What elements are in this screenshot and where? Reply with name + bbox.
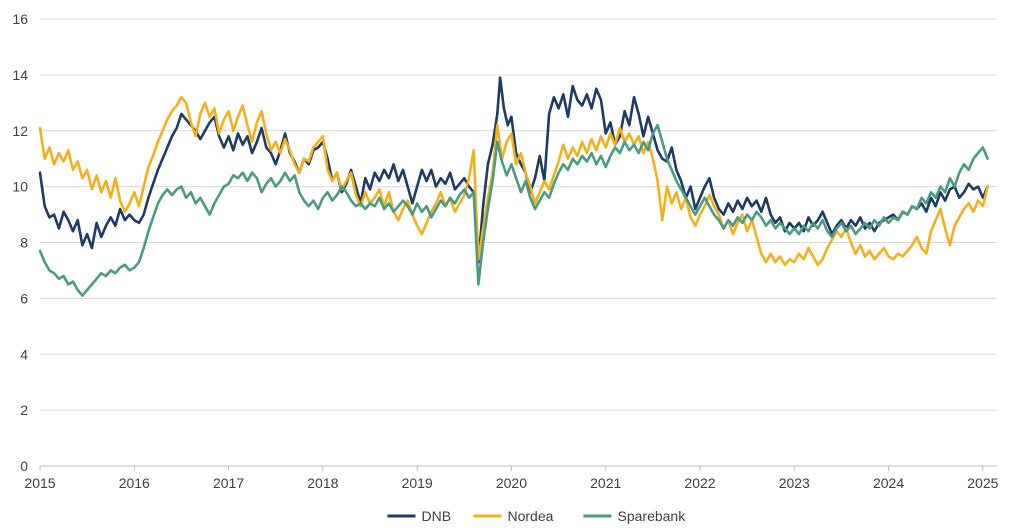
series-line-sparebank [38, 123, 989, 297]
y-tick-label: 8 [20, 235, 28, 251]
x-tick-label: 2016 [119, 475, 150, 491]
x-tick-label: 2015 [24, 475, 55, 491]
legend-item-nordea: Nordea [473, 508, 554, 524]
series-lines [38, 76, 989, 297]
axes: 0 2 4 6 8 10 12 14 16 2015 2016 2017 2018 2019 2020 202… [12, 11, 998, 491]
legend: DNB Nordea Sparebank [387, 508, 687, 524]
x-tick-label: 2022 [684, 475, 715, 491]
x-tick-label: 2017 [213, 475, 244, 491]
y-tick-label: 2 [20, 402, 28, 418]
y-tick-label: 12 [12, 123, 28, 139]
y-tick-label: 14 [12, 67, 28, 83]
x-tick-label: 2021 [590, 475, 621, 491]
legend-label: Sparebank [618, 508, 687, 524]
legend-label: DNB [422, 508, 452, 524]
legend-item-dnb: DNB [387, 508, 452, 524]
y-tick-label: 6 [20, 290, 28, 306]
x-tick-label: 2025 [967, 475, 998, 491]
series-line-nordea [38, 95, 989, 267]
x-tick-label: 2023 [779, 475, 810, 491]
series-line-dnb [38, 76, 989, 264]
y-tick-label: 4 [20, 346, 28, 362]
gridlines [40, 18, 997, 467]
legend-label: Nordea [508, 508, 554, 524]
y-tick-label: 0 [20, 458, 28, 474]
x-tick-label: 2018 [307, 475, 338, 491]
x-tick-label: 2020 [496, 475, 527, 491]
x-tick-label: 2019 [402, 475, 433, 491]
legend-item-sparebank: Sparebank [583, 508, 687, 524]
x-tick-label: 2024 [873, 475, 904, 491]
y-tick-label: 10 [12, 179, 28, 195]
y-tick-label: 16 [12, 11, 28, 27]
